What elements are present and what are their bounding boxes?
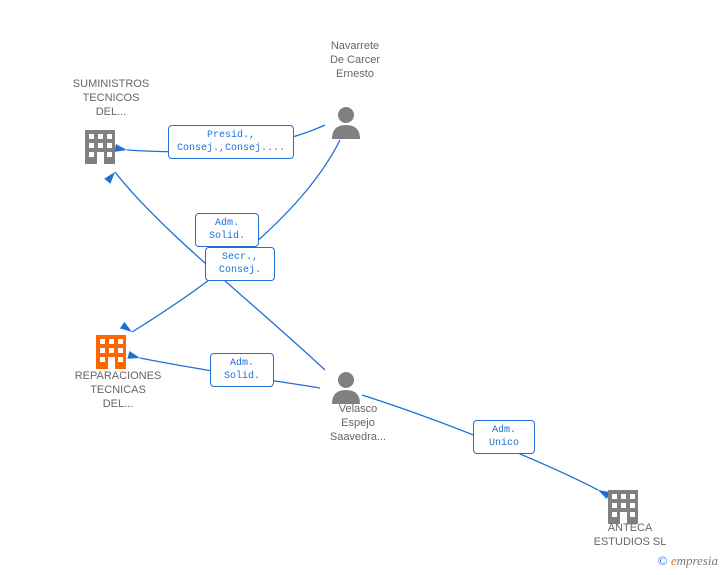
edge-label: Secr., Consej. [205, 247, 275, 281]
person-icon[interactable] [332, 107, 360, 139]
watermark-rest: mpresia [677, 553, 718, 568]
edge-label: Adm. Unico [473, 420, 535, 454]
copyright-symbol: © [658, 553, 668, 568]
node-label[interactable]: Velasco Espejo Saavedra... [308, 403, 408, 444]
node-label[interactable]: SUMINISTROS TECNICOS DEL... [61, 78, 161, 119]
edge-label: Adm. Solid. [210, 353, 274, 387]
edge-label: Presid., Consej.,Consej.... [168, 125, 294, 159]
arrowhead-icon [127, 351, 141, 362]
building-icon[interactable] [85, 130, 115, 164]
arrowhead-icon [120, 322, 134, 335]
building-icon[interactable] [96, 335, 126, 369]
arrowhead-icon [104, 169, 118, 183]
node-label[interactable]: Navarrete De Carcer Ernesto [305, 40, 405, 81]
watermark: © empresia [658, 553, 718, 569]
edge-label: Adm. Solid. [195, 213, 259, 247]
node-label[interactable]: REPARACIONES TECNICAS DEL... [58, 370, 178, 411]
arrowhead-icon [114, 144, 127, 154]
building-icon[interactable] [608, 490, 638, 524]
node-label[interactable]: ANTECA ESTUDIOS SL [575, 522, 685, 550]
person-icon[interactable] [332, 372, 360, 404]
